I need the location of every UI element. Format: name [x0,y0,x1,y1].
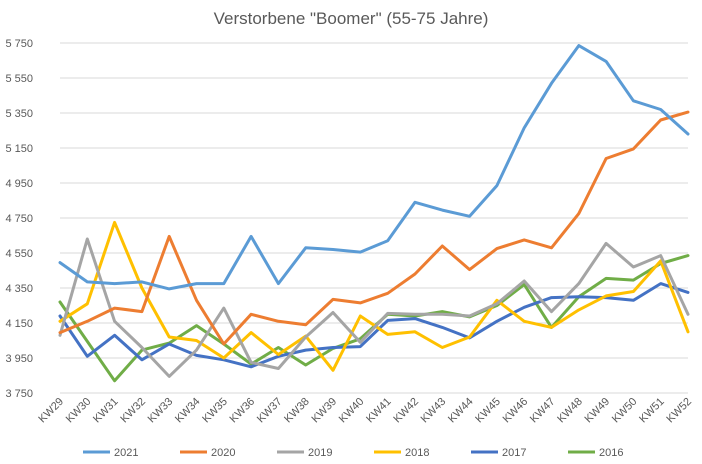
x-tick-label: KW40 [337,396,367,426]
legend-label-2020: 2020 [211,447,235,459]
series-line-2017 [58,282,690,369]
series-line-2021 [58,44,690,291]
y-tick-label: 4 350 [5,283,33,295]
y-tick-label: 3 950 [5,353,33,365]
x-tick-label: KW45 [473,396,503,426]
series-line-2020 [58,110,690,346]
x-tick-label: KW30 [64,396,94,426]
gridlines [60,42,688,394]
series-lines [58,44,690,383]
legend-label-2018: 2018 [405,447,429,459]
x-tick-label: KW51 [637,396,667,426]
legend-label-2016: 2016 [599,447,623,459]
x-tick-label: KW42 [391,396,421,426]
series-line-2018 [58,220,690,372]
y-tick-label: 5 750 [5,38,33,50]
y-tick-label: 4 150 [5,318,33,330]
x-tick-label: KW43 [419,396,449,426]
x-tick-label: KW44 [446,396,476,426]
x-tick-label: KW46 [501,396,531,426]
legend: 2021 2020 2019 2018 2017 2016 [83,447,623,459]
y-tick-label: 4 950 [5,178,33,190]
x-axis-ticks: KW29KW30KW31KW32KW33KW34KW35KW36KW37KW38… [36,396,694,426]
x-tick-label: KW31 [91,396,121,426]
y-tick-label: 3 750 [5,388,33,400]
x-tick-label: KW34 [173,396,203,426]
y-tick-label: 4 550 [5,248,33,260]
x-tick-label: KW36 [228,396,258,426]
x-tick-label: KW50 [610,396,640,426]
y-tick-label: 5 150 [5,143,33,155]
x-tick-label: KW47 [528,396,558,426]
x-tick-label: KW29 [36,396,66,426]
legend-label-2021: 2021 [114,447,138,459]
x-tick-label: KW48 [555,396,585,426]
y-tick-label: 4 750 [5,213,33,225]
chart-title: Verstorbene "Boomer" (55-75 Jahre) [214,9,489,28]
legend-label-2019: 2019 [308,447,332,459]
x-tick-label: KW38 [282,396,312,426]
x-tick-label: KW37 [255,396,285,426]
x-tick-label: KW35 [200,396,230,426]
x-tick-label: KW52 [664,396,694,426]
x-tick-label: KW39 [309,396,339,426]
y-axis-ticks: 3 750 3 950 4 150 4 350 4 550 4 750 4 950 5 150… [5,38,33,400]
x-tick-label: KW33 [146,396,176,426]
x-tick-label: KW32 [118,396,148,426]
x-tick-label: KW49 [583,396,613,426]
series-line-2019 [58,237,690,378]
y-tick-label: 5 350 [5,108,33,120]
y-tick-label: 5 550 [5,73,33,85]
x-tick-label: KW41 [364,396,394,426]
legend-label-2017: 2017 [502,447,526,459]
